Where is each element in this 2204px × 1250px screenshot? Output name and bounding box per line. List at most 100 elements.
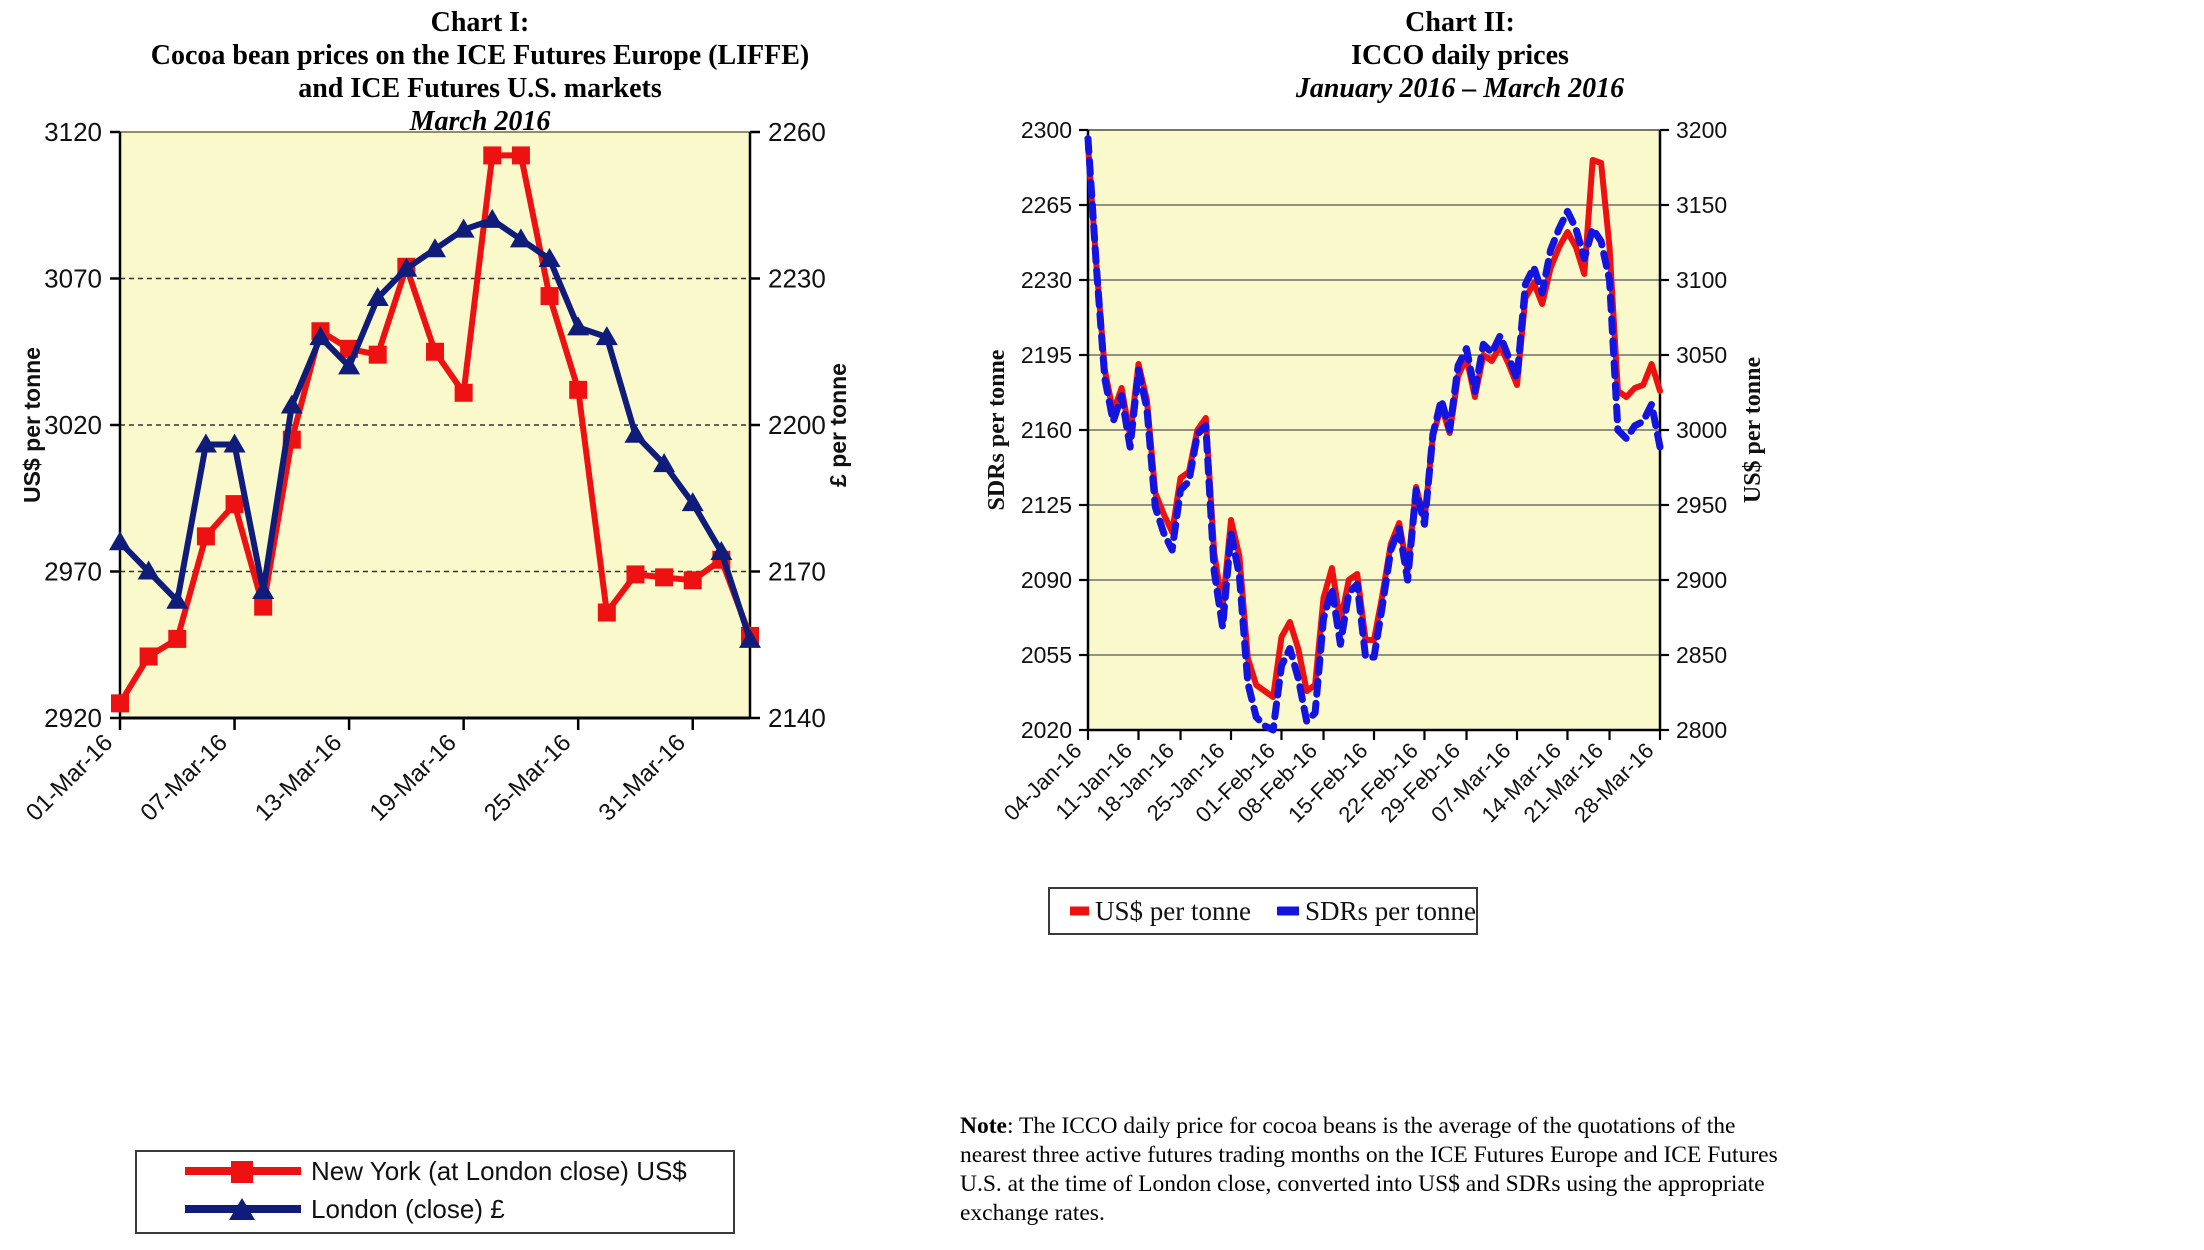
svg-text:2800: 2800 xyxy=(1676,717,1727,743)
chart-ii-panel: Chart II: ICCO daily prices January 2016… xyxy=(960,0,2204,1250)
data-point xyxy=(567,316,590,336)
data-point xyxy=(683,571,702,590)
svg-text:2900: 2900 xyxy=(1676,567,1727,593)
svg-text:2970: 2970 xyxy=(44,557,102,587)
data-point xyxy=(194,433,217,453)
svg-text:2170: 2170 xyxy=(768,557,826,587)
chart-ii-title-line-1: Chart II: xyxy=(1405,7,1515,38)
data-point xyxy=(595,326,618,346)
chart-ii-svg: 2020 2055 2090 2125 2160 2195 2230 2265 2300 2800… xyxy=(984,118,1766,827)
data-point xyxy=(338,355,361,375)
svg-text:3120: 3120 xyxy=(44,118,102,147)
data-point xyxy=(597,603,616,622)
data-point xyxy=(109,531,131,551)
svg-text:2125: 2125 xyxy=(1021,492,1072,518)
chart-i-legend-label-london: London (close) £ xyxy=(311,1193,505,1224)
svg-text:2230: 2230 xyxy=(1021,267,1072,293)
svg-text:3100: 3100 xyxy=(1676,267,1727,293)
legend-swatch-sdr xyxy=(1277,906,1299,916)
chart-i-title-line-1: Chart I: xyxy=(430,7,530,38)
data-point xyxy=(280,394,303,414)
data-point xyxy=(252,580,275,600)
svg-text:US$ per tonne: US$ per tonne xyxy=(1740,357,1766,504)
svg-text:2265: 2265 xyxy=(1021,192,1072,218)
chart-ii-series-1 xyxy=(1084,135,1664,734)
chart-i-title-line-2: Cocoa bean prices on the ICE Futures Eur… xyxy=(150,40,810,71)
legend-swatch-newyork xyxy=(185,1161,301,1183)
svg-text:19-Mar-16: 19-Mar-16 xyxy=(364,729,461,826)
chart-ii-legend-items: US$ per tonne SDRs per tonne xyxy=(1050,889,1476,933)
svg-text:US$ per tonne: US$ per tonne xyxy=(19,347,45,503)
legend-swatch-usd xyxy=(1070,906,1090,916)
svg-text:2260: 2260 xyxy=(768,118,826,147)
chart-i-legend-item-newyork: New York (at London close) US$ xyxy=(137,1152,733,1190)
svg-text:13-Mar-16: 13-Mar-16 xyxy=(250,729,347,826)
data-point xyxy=(426,342,444,361)
data-point xyxy=(196,527,215,546)
svg-text:25-Mar-16: 25-Mar-16 xyxy=(479,729,576,826)
svg-text:3020: 3020 xyxy=(44,410,102,440)
data-point xyxy=(626,565,645,584)
svg-text:SDRs per tonne: SDRs per tonne xyxy=(984,349,1010,510)
chart-ii-plot: 2020 2055 2090 2125 2160 2195 2230 2265 2300 2800… xyxy=(960,118,1860,998)
data-point xyxy=(424,238,446,258)
data-point xyxy=(481,208,504,228)
data-point xyxy=(223,433,246,453)
svg-text:2200: 2200 xyxy=(768,410,826,440)
chart-i-svg: 2920 2970 3020 3070 3120 2140 2170 2200 2230 2260… xyxy=(19,118,851,827)
data-point xyxy=(483,146,502,165)
chart-i-panel: Chart I: Cocoa bean prices on the ICE Fu… xyxy=(0,0,960,1250)
data-point xyxy=(624,423,647,443)
chart-ii-title-line-2: ICCO daily prices xyxy=(1351,40,1569,71)
chart-ii-legend: US$ per tonne SDRs per tonne xyxy=(1048,887,1478,935)
svg-text:3200: 3200 xyxy=(1676,118,1727,143)
svg-text:2020: 2020 xyxy=(1021,717,1072,743)
note-block: Note: The ICCO daily price for cocoa bea… xyxy=(960,1112,1780,1228)
svg-text:3070: 3070 xyxy=(44,264,102,294)
svg-text:2140: 2140 xyxy=(768,703,826,733)
data-point xyxy=(166,589,189,609)
svg-text:2230: 2230 xyxy=(768,264,826,294)
data-point xyxy=(111,694,129,713)
note-text: : The ICCO daily price for cocoa beans i… xyxy=(960,1113,1778,1226)
chart-ii-title-block: Chart II: ICCO daily prices January 2016… xyxy=(960,6,1960,105)
chart-i-legend-item-london: London (close) £ xyxy=(137,1190,733,1228)
chart-i-title-line-3: and ICE Futures U.S. markets xyxy=(298,73,662,104)
data-point xyxy=(569,380,588,399)
svg-text:2850: 2850 xyxy=(1676,642,1727,668)
data-point xyxy=(254,597,273,616)
svg-text:01-Mar-16: 01-Mar-16 xyxy=(21,729,118,826)
data-point xyxy=(168,629,187,648)
data-point xyxy=(653,453,676,473)
svg-text:2920: 2920 xyxy=(44,703,102,733)
svg-text:31-Mar-16: 31-Mar-16 xyxy=(594,729,691,826)
data-point xyxy=(739,628,761,648)
data-point xyxy=(538,247,561,267)
data-point xyxy=(139,647,158,666)
data-point xyxy=(540,287,559,306)
svg-text:3150: 3150 xyxy=(1676,192,1727,218)
svg-text:07-Mar-16: 07-Mar-16 xyxy=(135,729,232,826)
chart-i-legend-label-newyork: New York (at London close) US$ xyxy=(311,1155,687,1186)
data-point xyxy=(509,228,532,248)
svg-text:2950: 2950 xyxy=(1676,492,1727,518)
svg-text:2195: 2195 xyxy=(1021,342,1072,368)
chart-ii-series-0 xyxy=(1085,142,1663,700)
svg-text:2300: 2300 xyxy=(1021,118,1072,143)
data-point xyxy=(395,257,418,277)
chart-ii-legend-label-sdr: SDRs per tonne xyxy=(1305,895,1476,926)
svg-text:2090: 2090 xyxy=(1021,567,1072,593)
chart-i-legend: New York (at London close) US$ London (c… xyxy=(135,1150,735,1234)
data-point xyxy=(452,218,475,238)
data-point xyxy=(137,560,160,580)
data-point xyxy=(454,383,473,402)
data-point xyxy=(710,540,733,560)
legend-swatch-london xyxy=(185,1198,301,1220)
chart-i-plot: 2920 2970 3020 3070 3120 2140 2170 2200 2230 2260… xyxy=(0,118,960,1128)
chart-ii-subtitle: January 2016 – March 2016 xyxy=(1295,73,1625,104)
data-point xyxy=(366,287,389,307)
data-point xyxy=(681,492,704,512)
data-point xyxy=(309,326,332,346)
data-point xyxy=(511,146,530,165)
